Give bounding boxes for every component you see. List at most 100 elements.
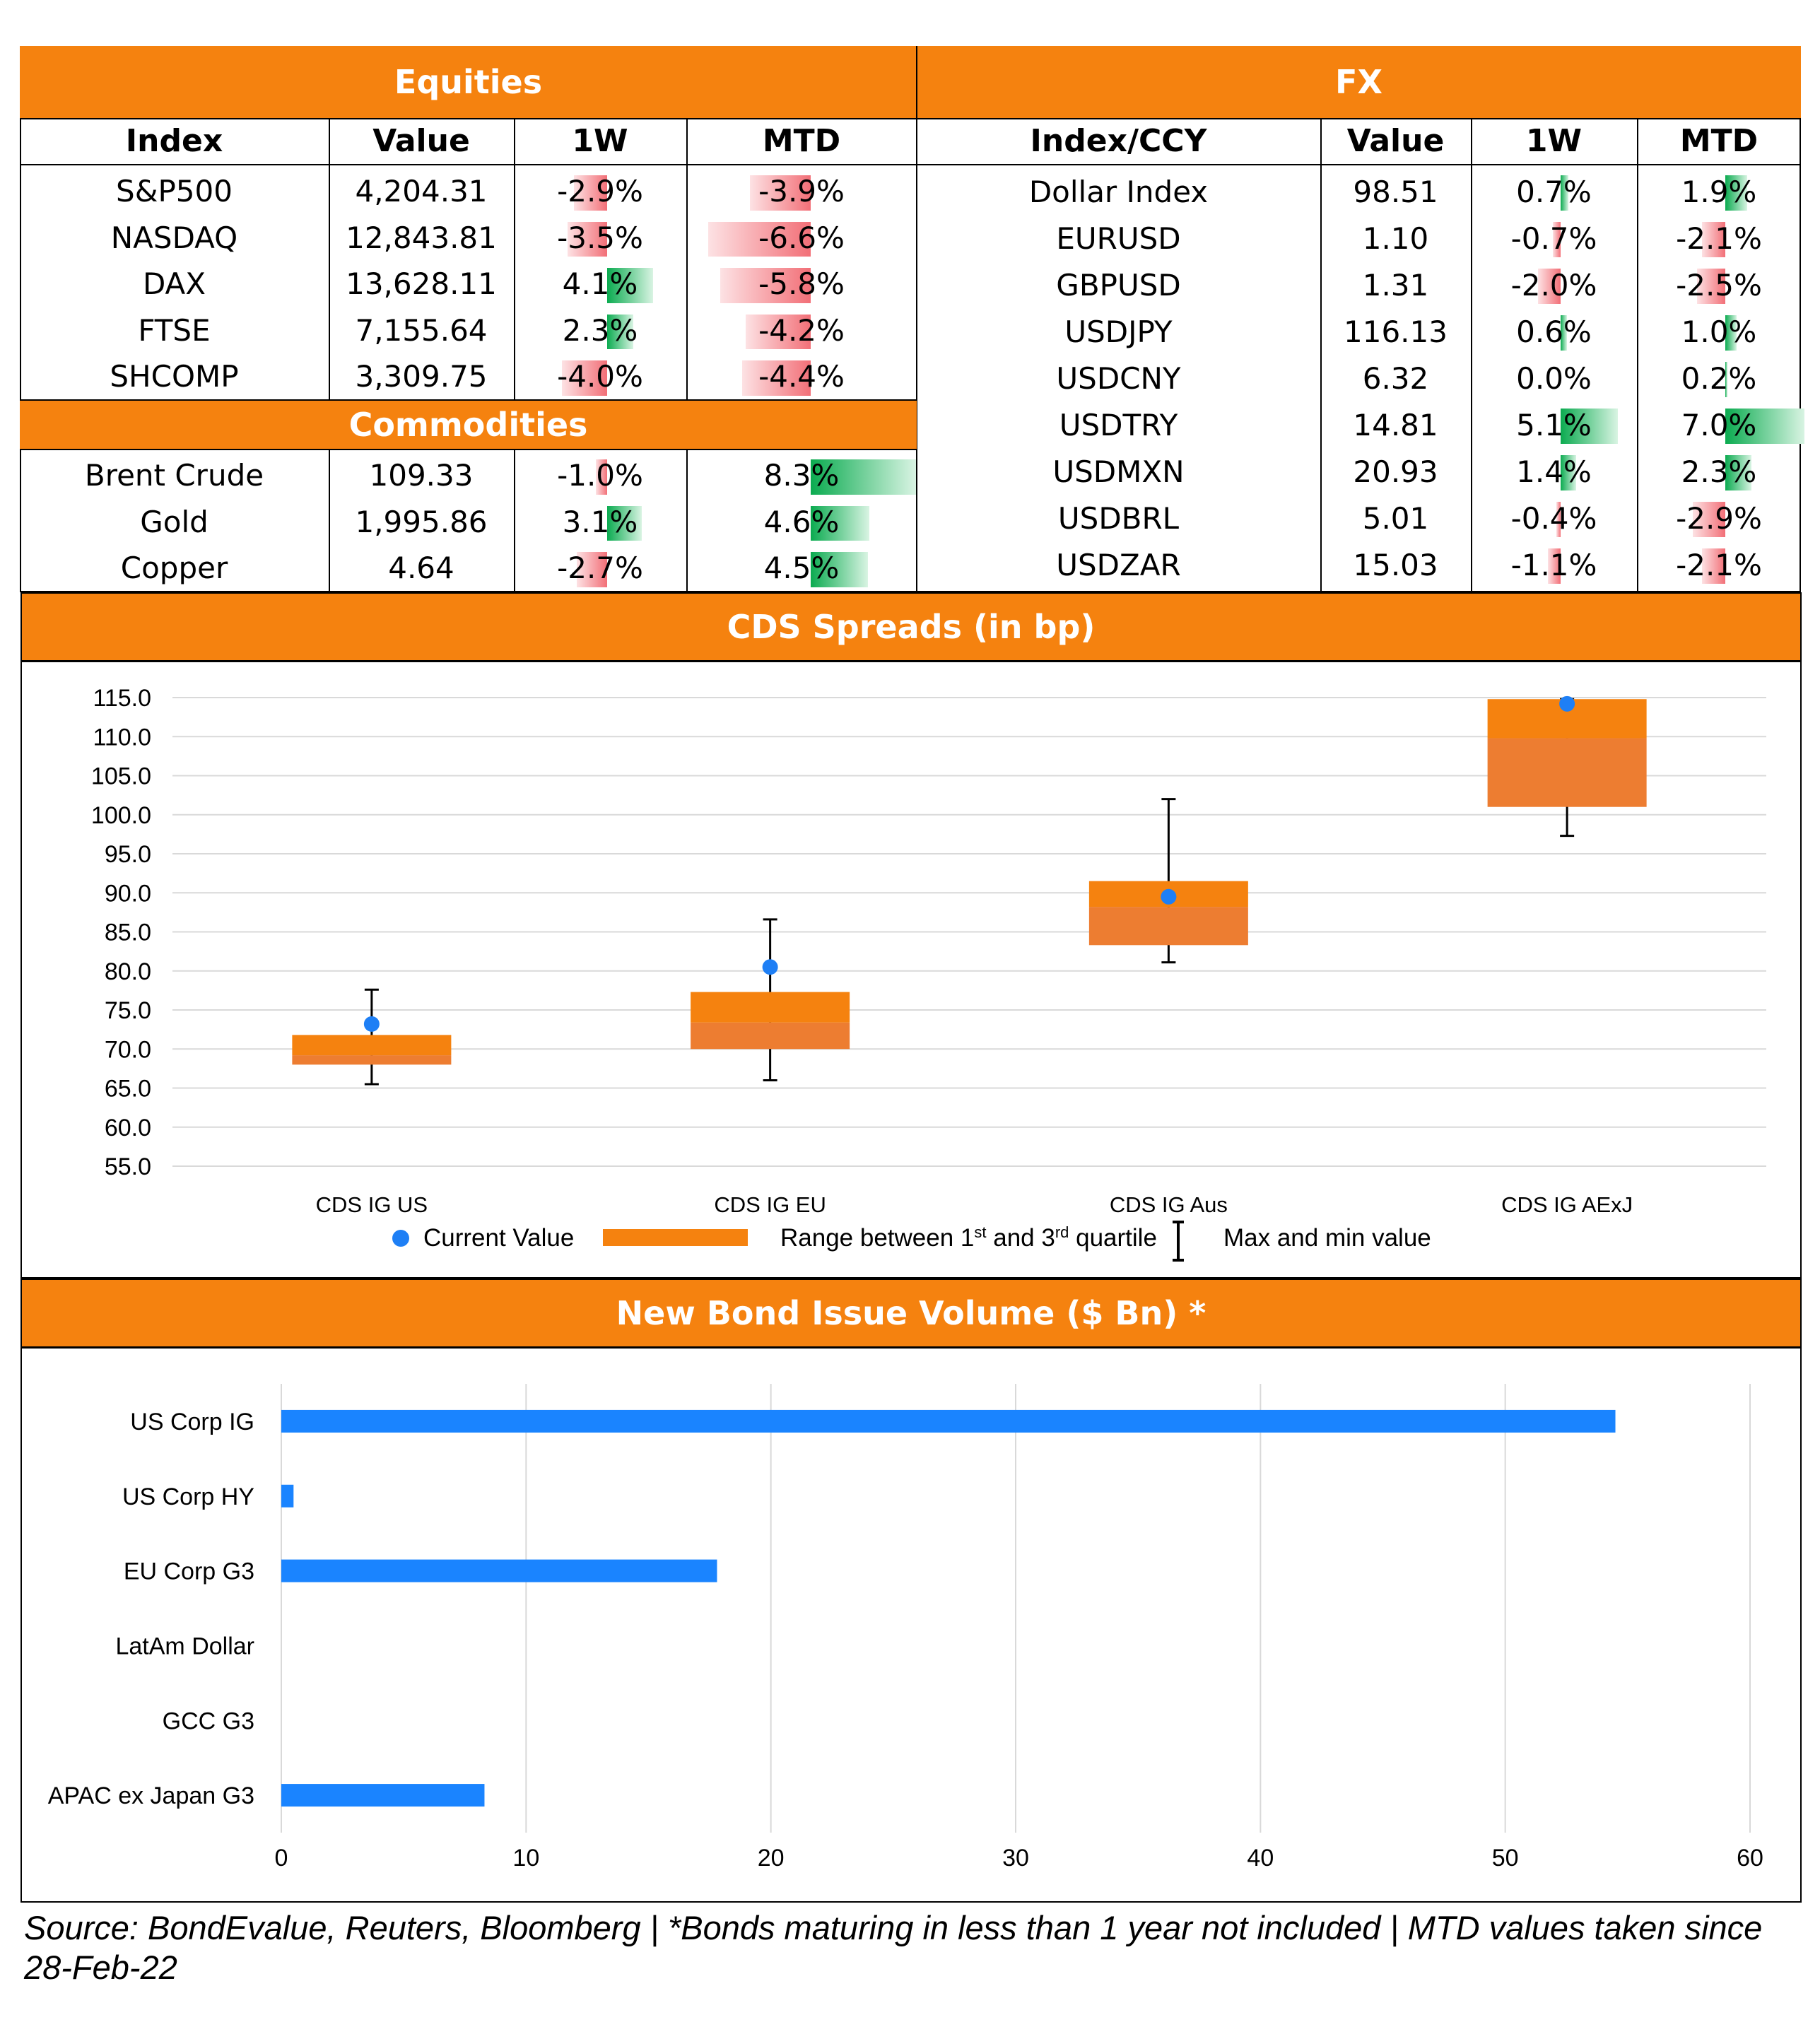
equities-row-name-text: NASDAQ <box>110 220 238 255</box>
y-tick-label: 70.0 <box>105 1036 151 1063</box>
fx-row-name-text: Dollar Index <box>1028 174 1209 209</box>
fx-row-name-text: EURUSD <box>1056 221 1181 256</box>
equities-title: Equities <box>394 63 543 101</box>
data-bar <box>708 221 811 257</box>
equities-row-value-text: 13,628.11 <box>346 266 497 302</box>
fx-row-value: 14.81 <box>1320 401 1471 448</box>
col-header-value: Value <box>372 123 470 159</box>
data-bar <box>1560 455 1577 490</box>
data-bar <box>1560 409 1619 444</box>
commodities-row-1w: 3.1% <box>514 499 686 546</box>
col-header-mtd: MTD <box>762 123 841 159</box>
bond-chart: 0 10 20 30 40 50 60 US Corp IG US Corp HY EU Corp… <box>48 1384 1763 1872</box>
commodities-row-mtd-text: 8.3% <box>763 458 840 493</box>
equities-row-1w: -3.5% <box>514 215 686 262</box>
fx-row-name-text: USDTRY <box>1059 407 1178 442</box>
data-bar <box>1560 315 1568 351</box>
cds-title: CDS Spreads (in bp) <box>727 608 1096 646</box>
data-bar <box>811 505 869 541</box>
fx-row-mtd: 2.3% <box>1637 448 1801 495</box>
fx-header: FX <box>917 46 1801 118</box>
box-lower <box>1487 738 1647 807</box>
equities-row-mtd: -3.9% <box>686 168 917 215</box>
fx-row-mtd-text: 1.9% <box>1681 174 1757 209</box>
x-tick-label: 40 <box>1247 1845 1274 1872</box>
equities-row-value: 12,843.81 <box>329 215 514 262</box>
fx-title: FX <box>1335 63 1382 101</box>
equities-row-1w: 2.3% <box>514 307 686 354</box>
commodities-header: Commodities <box>20 399 917 450</box>
equities-row-value: 4,204.31 <box>329 168 514 215</box>
commodities-row-name: Brent Crude <box>20 452 329 499</box>
legend-range-label: Range between 1st and 3rd quartile <box>780 1223 1157 1252</box>
fx-row-1w: 0.7% <box>1471 168 1637 215</box>
x-category-label: CDS IG US <box>316 1192 428 1217</box>
fx-row-name: USDMXN <box>917 448 1320 495</box>
fx-row-1w-text: 5.1% <box>1516 407 1592 442</box>
commodities-row-mtd: 4.6% <box>686 499 917 546</box>
fx-row-value-text: 15.03 <box>1353 547 1438 582</box>
commodities-row-name-text: Copper <box>120 551 228 586</box>
data-bar <box>720 268 811 303</box>
fx-row-value-text: 116.13 <box>1344 314 1448 349</box>
fx-row-1w-text: 0.0% <box>1516 360 1592 396</box>
commodities-row-value-text: 1,995.86 <box>355 504 488 539</box>
equities-row-mtd-text: -3.9% <box>758 174 845 209</box>
fx-row-value: 1.10 <box>1320 215 1471 262</box>
fx-row-name: USDCNY <box>917 355 1320 401</box>
commodities-row-1w-text: -1.0% <box>557 458 643 493</box>
commodities-row-mtd: 4.5% <box>686 545 917 592</box>
equities-row-name: DAX <box>20 261 329 307</box>
box-lower <box>292 1055 452 1065</box>
equities-row-mtd-text: -6.6% <box>758 220 845 255</box>
fx-row-value-text: 5.01 <box>1362 500 1429 536</box>
fx-row-mtd: 7.0% <box>1637 401 1805 448</box>
y-tick-label: 115.0 <box>93 685 151 712</box>
current-value-point <box>363 1016 380 1032</box>
fx-row-mtd: -2.5% <box>1637 262 1801 308</box>
commodities-row-mtd-text: 4.5% <box>763 551 840 586</box>
equities-row-mtd-text: -4.2% <box>758 312 845 348</box>
fx-row-mtd: 1.0% <box>1637 308 1801 355</box>
data-bar <box>576 552 607 587</box>
y-tick-label: 95.0 <box>105 841 151 868</box>
x-tick-label: 10 <box>512 1845 539 1872</box>
commodities-row-value: 4.64 <box>329 545 514 592</box>
fx-row-value-text: 14.81 <box>1353 407 1438 442</box>
fx-row-value-text: 1.10 <box>1362 221 1429 256</box>
equities-row-value: 7,155.64 <box>329 307 514 354</box>
y-category-label: LatAm Dollar <box>115 1633 254 1659</box>
y-category-label: APAC ex Japan G3 <box>48 1782 254 1809</box>
commodities-row-value-text: 109.33 <box>369 458 474 493</box>
data-bar <box>1725 175 1747 211</box>
fx-row-1w-text: 1.4% <box>1516 454 1592 489</box>
equities-row-1w-text: -2.9% <box>557 174 643 209</box>
fx-row-value-text: 6.32 <box>1362 360 1429 396</box>
data-bar <box>1697 269 1726 304</box>
fx-row-value: 5.01 <box>1320 495 1471 541</box>
bar <box>281 1409 1616 1433</box>
equities-row-mtd: -6.6% <box>686 215 917 262</box>
commodities-row-1w: -1.0% <box>514 452 686 499</box>
data-bar <box>1548 548 1561 584</box>
data-bar <box>1552 222 1561 257</box>
commodities-row-value: 109.33 <box>329 452 514 499</box>
data-bar <box>1556 502 1561 537</box>
fx-row-1w-text: -0.4% <box>1510 500 1597 536</box>
fx-row-value: 116.13 <box>1320 308 1471 355</box>
bar <box>281 1784 485 1807</box>
fx-col-header-ccy: Index/CCY <box>1030 123 1207 159</box>
fx-row-name-text: USDMXN <box>1052 454 1185 489</box>
equities-row-mtd: -5.8% <box>686 261 917 307</box>
commodities-title: Commodities <box>348 406 588 444</box>
data-bar <box>1560 175 1569 211</box>
commodities-row-1w-text: 3.1% <box>562 504 638 539</box>
current-value-point <box>1161 888 1177 905</box>
y-tick-label: 105.0 <box>91 763 151 790</box>
y-tick-label: 65.0 <box>105 1076 151 1103</box>
x-category-label: CDS IG AExJ <box>1501 1192 1633 1217</box>
box-upper <box>691 992 850 1023</box>
data-bar <box>1725 315 1737 351</box>
equities-row-name: S&P500 <box>20 168 329 215</box>
y-category-label: US Corp IG <box>130 1409 254 1435</box>
